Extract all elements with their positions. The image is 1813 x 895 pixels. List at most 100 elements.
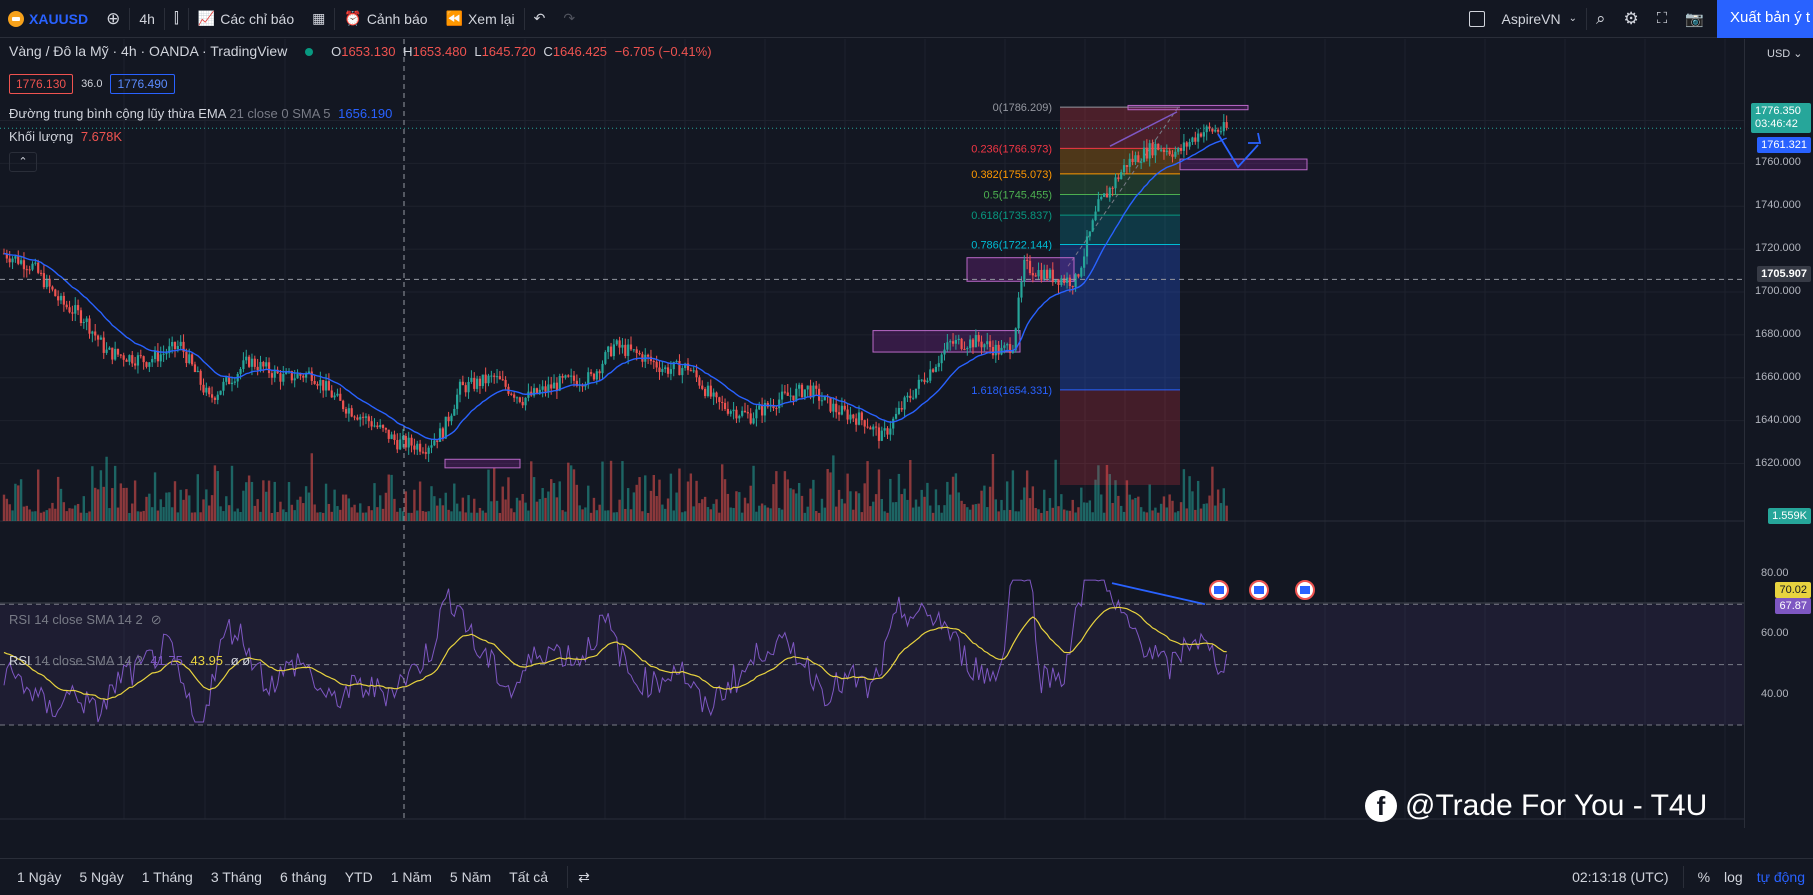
volume-bar — [398, 508, 402, 521]
search-button[interactable]: ⌕ — [1587, 0, 1615, 38]
candle-body — [1208, 126, 1211, 129]
range-button[interactable]: 6 tháng — [279, 869, 327, 885]
goto-date-button[interactable]: ⇄ — [578, 869, 590, 886]
clock[interactable]: 02:13:18 (UTC) — [1572, 869, 1669, 885]
volume-bar — [350, 507, 353, 521]
volume-bar — [595, 510, 598, 521]
candle-body — [1191, 137, 1194, 143]
candle-body — [250, 358, 254, 367]
auto-toggle[interactable]: tự động — [1756, 869, 1805, 885]
candle-body — [213, 397, 216, 400]
volume-bar — [917, 506, 921, 521]
price-axis[interactable]: USD ⌄ 1780.0001760.0001740.0001720.00017… — [1744, 39, 1813, 828]
log-toggle[interactable]: log — [1724, 869, 1743, 885]
range-button[interactable]: Tất cả — [509, 869, 549, 885]
volume-bar — [390, 474, 393, 521]
rsi-collapsed-legend[interactable]: RSI 14 close SMA 14 2 ⊘ — [9, 612, 162, 627]
symbol-search-button[interactable]: XAUUSD — [0, 0, 97, 38]
candle-body — [604, 352, 607, 364]
volume-bar — [909, 460, 912, 521]
undo-button[interactable]: ↶ — [525, 0, 555, 38]
volume-bar — [929, 505, 932, 521]
candle-body — [837, 412, 841, 415]
volume-bar — [795, 493, 798, 521]
volume-bar — [832, 455, 835, 521]
volume-bar — [880, 499, 883, 521]
volume-bar — [441, 505, 445, 521]
toolbar-divider — [334, 7, 336, 30]
settings-button[interactable]: ⚙ — [1615, 0, 1648, 38]
volume-bar — [641, 511, 644, 521]
volume-bar — [632, 492, 636, 521]
volume-bar — [1191, 491, 1194, 521]
volume-bar — [1097, 465, 1100, 521]
replay-label: Xem lại — [467, 10, 515, 27]
watermark: f @Trade For You - T4U — [1365, 789, 1707, 823]
candle-body — [772, 405, 775, 409]
candle-body — [342, 400, 345, 410]
volume-bar — [250, 481, 254, 521]
volume-bar — [376, 507, 379, 521]
volume-bar — [624, 508, 627, 521]
sell-price-button[interactable]: 1776.130 — [9, 74, 74, 94]
volume-bar — [1023, 487, 1026, 521]
layout-menu-button[interactable]: AspireVN ⌄ — [1460, 0, 1586, 38]
volume-bar — [239, 511, 242, 521]
range-button[interactable]: 1 Ngày — [17, 869, 62, 885]
redo-button[interactable]: ↷ — [554, 0, 584, 38]
economic-events[interactable] — [1209, 580, 1315, 600]
candle-body — [205, 387, 208, 393]
templates-button[interactable]: ▦ — [303, 0, 334, 38]
fib-retracement[interactable]: 0(1786.209) 0.236(1766.973) 0.382(1755.073… — [971, 102, 1180, 485]
candle-body — [270, 373, 273, 378]
volume-bar — [857, 493, 861, 521]
currency-label[interactable]: USD ⌄ — [1767, 48, 1803, 60]
range-button[interactable]: 3 Tháng — [210, 869, 262, 885]
candle-body — [276, 369, 279, 374]
volume-bar — [974, 504, 978, 521]
interval-button[interactable]: 4h — [130, 0, 164, 38]
chart-type-button[interactable]: ⫿ — [165, 0, 188, 38]
bid-ask[interactable]: 1776.130 36.0 1776.490 — [9, 74, 175, 94]
publish-button[interactable]: Xuất bản ý t — [1717, 0, 1813, 38]
volume-bar — [629, 509, 633, 521]
candle-body — [111, 347, 114, 360]
fullscreen-button[interactable]: ⛶ — [1648, 0, 1677, 38]
candle-body — [518, 397, 521, 402]
range-button[interactable]: 5 Ngày — [79, 869, 124, 885]
trend-drawings[interactable] — [1109, 111, 1262, 606]
collapse-legend-button[interactable]: ⌃ — [9, 152, 37, 172]
ema-legend[interactable]: Đường trung bình cộng lũy thừa EMA 21 cl… — [9, 106, 392, 121]
volume-bar — [1159, 503, 1163, 521]
volume-bar — [327, 503, 331, 521]
volume-bar — [1137, 496, 1140, 521]
volume-bar — [889, 478, 892, 521]
volume-bar — [202, 499, 205, 521]
range-button[interactable]: 1 Tháng — [141, 869, 193, 885]
rectangle-drawing — [966, 257, 1075, 282]
chart-pane[interactable]: 0(1786.209) 0.236(1766.973) 0.382(1755.073… — [0, 39, 1744, 828]
candle-body — [279, 373, 282, 382]
percent-toggle[interactable]: % — [1697, 869, 1711, 885]
candle-body — [148, 362, 151, 367]
indicators-button[interactable]: 📈 Các chỉ báo — [189, 0, 303, 38]
candle-body — [11, 258, 14, 263]
candle-body — [1145, 147, 1148, 159]
replay-button[interactable]: ⏪ Xem lại — [437, 0, 524, 38]
volume-bar — [567, 462, 570, 521]
snapshot-button[interactable]: 📷 — [1676, 0, 1713, 38]
eye-off-icon[interactable]: ⊘ — [150, 612, 162, 627]
rsi-legend[interactable]: RSI 14 close SMA 14 2 41.75 43.95 ø ø — [9, 653, 250, 668]
alert-button[interactable]: ⏰ Cảnh báo — [335, 0, 436, 38]
volume-bar — [227, 505, 231, 521]
candle-body — [1003, 345, 1006, 348]
candle-body — [698, 377, 701, 386]
range-button[interactable]: 5 Năm — [449, 869, 492, 885]
compare-button[interactable]: ⊕ — [97, 0, 129, 38]
volume-legend[interactable]: Khối lượng 7.678K — [9, 129, 122, 144]
range-button[interactable]: YTD — [344, 869, 373, 885]
fib-level-label: 0.5(1745.455) — [984, 190, 1053, 202]
volume-bar — [869, 506, 872, 521]
buy-price-button[interactable]: 1776.490 — [110, 74, 175, 94]
range-button[interactable]: 1 Năm — [390, 869, 432, 885]
